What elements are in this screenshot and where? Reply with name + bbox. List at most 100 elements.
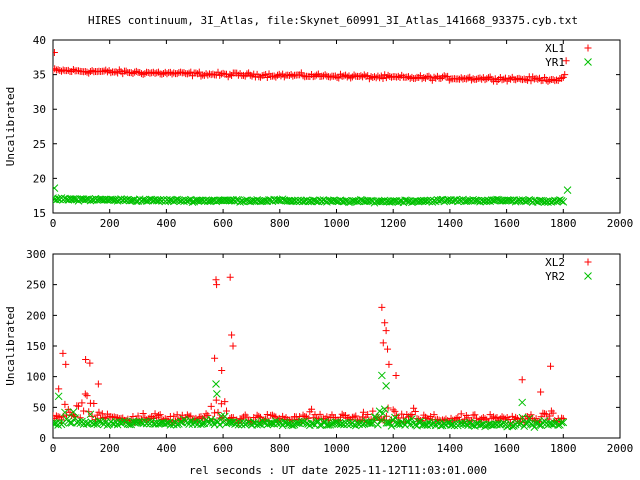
y-tick-label: 20 xyxy=(33,172,46,185)
data-point xyxy=(379,339,387,347)
x-tick-label: 800 xyxy=(270,442,290,455)
data-point xyxy=(535,421,544,429)
x-tick-label: 2000 xyxy=(607,442,634,455)
data-point xyxy=(420,73,428,81)
data-point xyxy=(219,69,227,77)
data-point xyxy=(75,67,83,75)
data-point xyxy=(365,419,374,427)
data-point xyxy=(467,76,475,84)
data-point xyxy=(558,74,566,82)
data-point xyxy=(464,197,472,205)
data-point xyxy=(213,389,221,398)
data-point xyxy=(440,72,448,80)
data-point xyxy=(462,75,470,83)
series-XL2 xyxy=(53,273,567,427)
data-point xyxy=(515,420,523,429)
data-point xyxy=(226,418,234,426)
data-point xyxy=(86,359,94,367)
data-point xyxy=(232,195,241,204)
data-point xyxy=(53,184,59,192)
x-axis-label: rel seconds : UT date 2025-11-12T11:03:0… xyxy=(189,464,487,477)
data-point xyxy=(177,68,185,76)
data-point xyxy=(95,408,103,416)
data-point xyxy=(61,400,69,408)
data-point xyxy=(263,410,271,418)
data-point xyxy=(336,420,345,429)
series-YR2 xyxy=(53,371,568,431)
data-point xyxy=(236,198,244,206)
data-point xyxy=(280,73,288,81)
legend-label: YR2 xyxy=(545,270,565,283)
data-point xyxy=(525,414,534,423)
data-point xyxy=(213,281,221,289)
data-point xyxy=(83,392,91,400)
data-point xyxy=(350,71,358,79)
data-point xyxy=(212,396,220,404)
data-point xyxy=(214,68,222,76)
data-point xyxy=(518,376,526,384)
data-point xyxy=(120,195,129,204)
data-point xyxy=(471,411,479,419)
data-point xyxy=(391,413,399,422)
data-point xyxy=(297,69,305,77)
data-point xyxy=(379,74,387,82)
data-point xyxy=(183,411,191,419)
data-point xyxy=(380,405,389,414)
legend-label: XL2 xyxy=(545,256,565,269)
x-tick-label: 600 xyxy=(213,217,233,230)
data-point xyxy=(392,420,401,428)
data-point xyxy=(313,71,321,79)
data-point xyxy=(562,57,570,65)
data-point xyxy=(335,74,343,82)
data-point xyxy=(289,72,297,80)
x-tick-label: 0 xyxy=(50,442,57,455)
data-point xyxy=(100,67,108,75)
data-point xyxy=(378,303,386,311)
series-XL1 xyxy=(53,48,570,85)
x-tick-label: 400 xyxy=(156,217,176,230)
data-point xyxy=(384,345,392,353)
data-point xyxy=(64,66,72,74)
axes-frame xyxy=(52,253,621,439)
data-point xyxy=(54,392,63,401)
data-point xyxy=(170,412,178,420)
data-point xyxy=(58,67,66,75)
data-point xyxy=(136,69,144,77)
data-point xyxy=(212,380,220,388)
y-tick-label: 25 xyxy=(33,138,46,151)
data-point xyxy=(359,408,367,416)
data-point xyxy=(382,382,390,390)
data-point xyxy=(217,412,226,420)
data-point xyxy=(249,418,258,427)
x-tick-label: 1400 xyxy=(437,442,464,455)
data-point xyxy=(173,70,181,78)
data-point xyxy=(62,360,70,368)
data-point xyxy=(459,420,467,428)
data-point xyxy=(151,69,159,77)
data-point xyxy=(406,412,414,420)
data-point xyxy=(447,421,455,429)
data-point xyxy=(377,416,386,425)
data-point xyxy=(94,380,102,388)
data-point xyxy=(387,421,396,430)
data-point xyxy=(508,412,516,420)
data-point xyxy=(299,72,307,80)
y-tick-label: 40 xyxy=(33,34,46,47)
data-point xyxy=(563,186,572,195)
data-point xyxy=(541,410,549,418)
data-point xyxy=(287,421,295,429)
data-point xyxy=(156,411,164,419)
chart-title: HIRES continuum, 3I_Atlas, file:Skynet_6… xyxy=(88,14,578,27)
data-point xyxy=(445,76,453,84)
x-tick-label: 1400 xyxy=(437,217,464,230)
data-point xyxy=(484,74,492,82)
data-point xyxy=(88,67,96,75)
data-point xyxy=(557,418,566,427)
data-point xyxy=(53,419,57,428)
data-point xyxy=(316,410,324,418)
data-point xyxy=(153,69,161,77)
data-point xyxy=(82,355,90,363)
data-point xyxy=(430,411,438,419)
data-point xyxy=(408,410,416,418)
data-point xyxy=(534,75,542,83)
